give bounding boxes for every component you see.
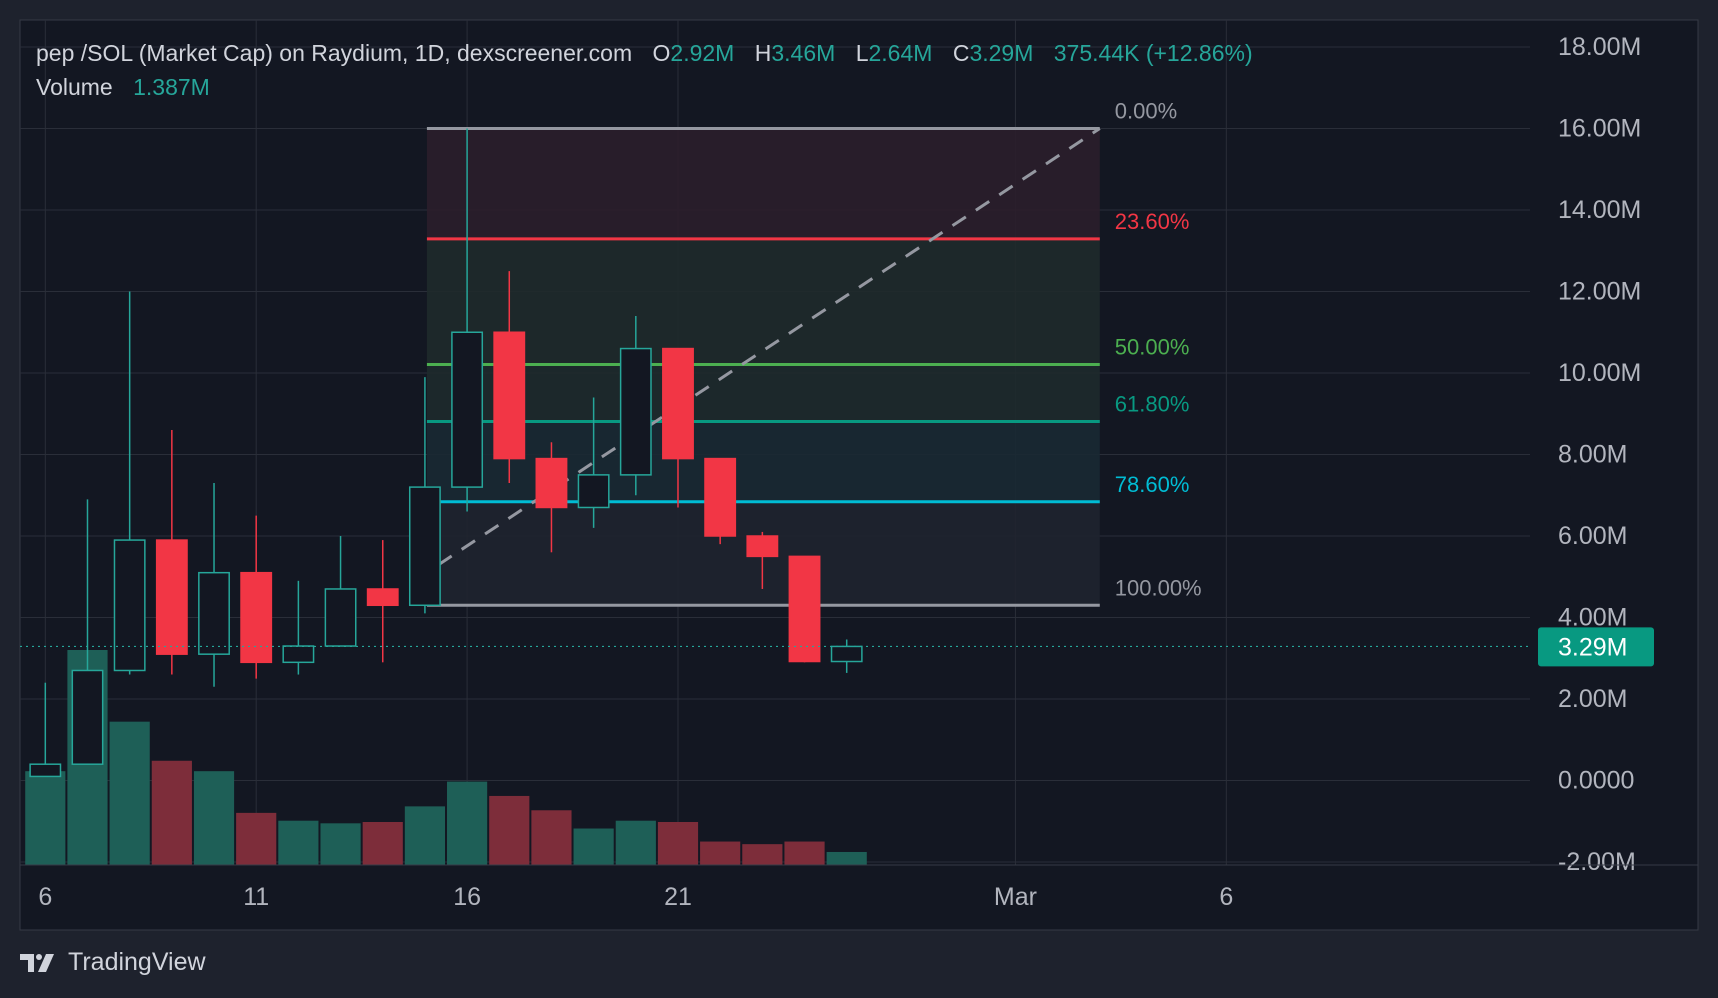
fib-zone [426, 421, 1100, 502]
candle-body [788, 555, 821, 663]
open-label: O [652, 40, 671, 66]
x-tick-label: 6 [1219, 883, 1233, 911]
volume-bar [657, 822, 699, 865]
fib-level-label: 78.60% [1115, 472, 1190, 497]
volume-bar [236, 812, 277, 865]
volume-value: 1.387M [133, 74, 210, 100]
fib-trend-line [414, 127, 1101, 582]
candle-body [619, 347, 652, 476]
candle-body [71, 669, 104, 765]
open-value: 2.92M [670, 40, 735, 66]
volume-bar [109, 721, 150, 865]
volume-bar [531, 810, 572, 865]
candle-body [240, 571, 273, 664]
candle-body [535, 457, 568, 509]
fib-level-label: 100.00% [1115, 575, 1202, 600]
volume-bar [278, 820, 319, 865]
fib-level-label: 23.60% [1115, 209, 1190, 234]
volume-label: Volume [36, 74, 113, 100]
candle-body [704, 457, 737, 537]
y-tick-label: 4.00M [1558, 604, 1627, 632]
y-tick-label: 2.00M [1558, 685, 1627, 713]
y-tick-label: 16.00M [1558, 115, 1641, 143]
y-tick-label: 6.00M [1558, 522, 1627, 550]
symbol-title: pep /SOL (Market Cap) on Raydium, 1D, de… [36, 40, 633, 66]
x-tick-label: 21 [664, 883, 692, 911]
tradingview-logo-icon [20, 953, 54, 972]
volume-bar [193, 771, 235, 865]
candle-body [282, 645, 315, 664]
y-tick-label: 0.0000 [1558, 767, 1634, 795]
fib-zone [426, 238, 1100, 365]
high-value: 3.46M [771, 40, 836, 66]
candle-body [746, 535, 779, 558]
y-tick-label: 10.00M [1558, 359, 1641, 387]
volume-bar [362, 822, 403, 865]
volume-bar [573, 828, 614, 865]
candle-body [324, 588, 357, 647]
volume-bar [742, 844, 783, 865]
volume-line: Volume 1.387M [36, 70, 1253, 104]
close-value: 3.29M [969, 40, 1034, 66]
last-price-label: 3.29M [1558, 633, 1627, 661]
volume-bar [25, 771, 66, 865]
candle-body [198, 571, 230, 655]
y-tick-label: 12.00M [1558, 278, 1641, 306]
low-label: L [855, 40, 869, 66]
fib-level-label: 0.00% [1115, 99, 1177, 124]
candle-body [830, 645, 863, 663]
last-price-badge [1538, 627, 1654, 667]
candle-body [451, 331, 484, 488]
x-tick-label: 16 [453, 883, 481, 911]
high-label: H [754, 40, 772, 66]
x-tick-label: 11 [243, 883, 269, 911]
x-tick-label: Mar [994, 883, 1037, 911]
candle-body [577, 474, 610, 509]
low-value: 2.64M [868, 40, 933, 66]
chart-legend: pep /SOL (Market Cap) on Raydium, 1D, de… [36, 36, 1253, 104]
y-tick-label: 14.00M [1558, 196, 1641, 224]
y-tick-label: -2.00M [1558, 848, 1636, 876]
candle-body [113, 539, 146, 672]
change-value: 375.44K (+12.86%) [1053, 40, 1253, 66]
close-label: C [952, 40, 970, 66]
volume-bar [404, 806, 446, 865]
fib-level-label: 61.80% [1115, 391, 1190, 416]
ohlc-line: pep /SOL (Market Cap) on Raydium, 1D, de… [36, 36, 1253, 70]
brand-name: TradingView [68, 948, 206, 976]
volume-bar [826, 851, 867, 865]
candle-body [155, 539, 188, 655]
candle-body [366, 588, 399, 607]
volume-bar [320, 823, 361, 865]
fib-zone [426, 128, 1100, 239]
volume-bar [700, 841, 741, 865]
y-tick-label: 8.00M [1558, 441, 1627, 469]
candle-body [408, 486, 441, 607]
tradingview-branding[interactable]: TradingView [20, 948, 206, 977]
candle-body [662, 347, 694, 460]
fib-level-label: 50.00% [1115, 334, 1190, 359]
plot-area: 0.00% 23.60% 50.00% 61.80% 78.60% 100.00% [25, 99, 1202, 865]
x-tick-label: 6 [38, 883, 52, 911]
fib-zone [426, 364, 1100, 422]
candle-body [493, 331, 526, 460]
volume-bar [489, 795, 530, 865]
volume-bar [784, 841, 825, 865]
volume-bar [447, 781, 488, 865]
y-tick-label: 18.00M [1558, 33, 1641, 61]
volume-bar [151, 760, 192, 865]
candle-body [29, 763, 62, 778]
volume-bar [615, 820, 656, 865]
